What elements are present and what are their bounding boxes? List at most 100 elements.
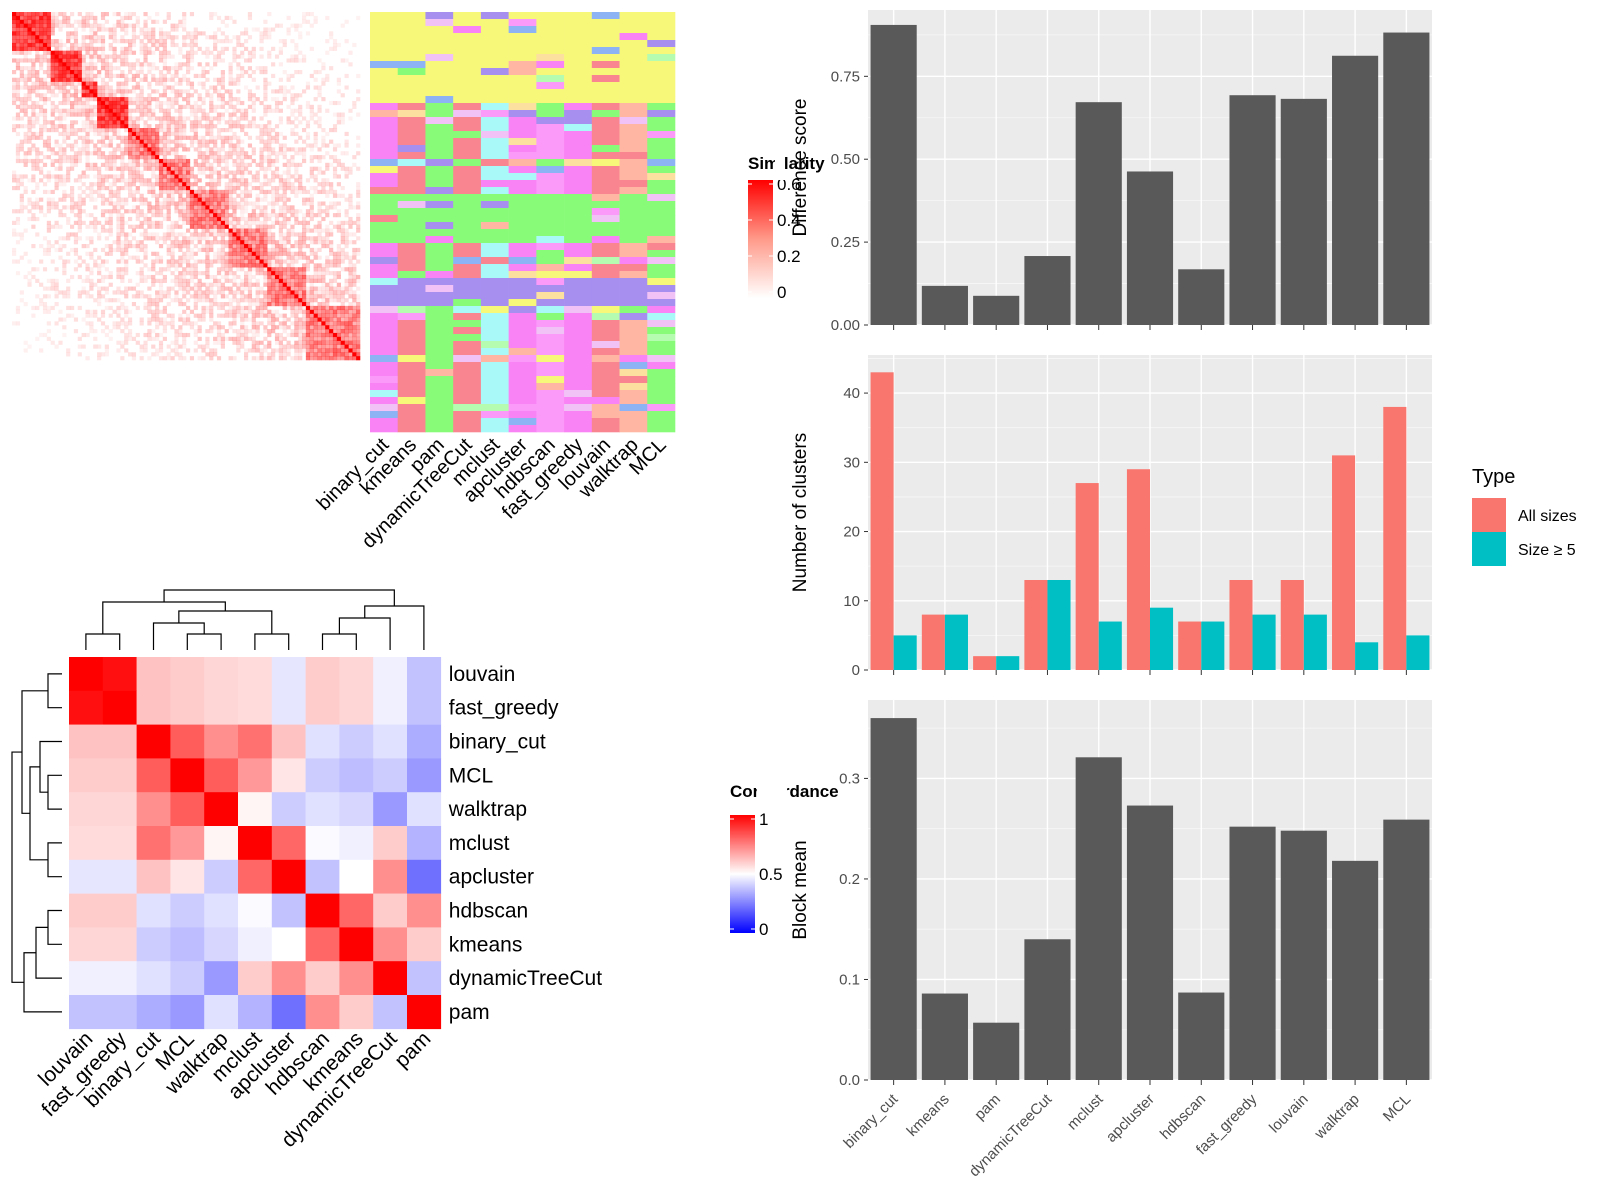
similarity-legend: Similarity 0.60.40.20 — [748, 154, 825, 302]
concordance-cell — [373, 893, 408, 928]
concordance-cell — [238, 826, 273, 861]
concordance-cell — [339, 657, 374, 692]
concordance-cell — [136, 657, 171, 692]
concordance-cell — [271, 657, 306, 692]
concordance-cell — [238, 859, 273, 894]
concordance-cell — [136, 758, 171, 793]
concordance-cell — [170, 893, 205, 928]
row-label-walktrap: walktrap — [448, 798, 527, 821]
legend-key-size-ge-5 — [1472, 532, 1506, 566]
concordance-cell — [339, 792, 374, 827]
bar-fast_greedy — [1229, 826, 1276, 1080]
concordance-cell — [102, 995, 137, 1030]
similarity-legend-tick: 0 — [777, 283, 786, 302]
concordance-cell — [373, 859, 408, 894]
concordance-cell — [204, 995, 239, 1030]
bar-mclust-all-sizes — [1075, 483, 1099, 670]
concordance-cell — [102, 893, 137, 928]
similarity-heatmap — [12, 12, 361, 361]
concordance-legend-tick: 1 — [759, 810, 768, 829]
concordance-cell — [373, 690, 408, 725]
concordance-cell — [170, 859, 205, 894]
row-label-fast_greedy: fast_greedy — [449, 697, 559, 720]
concordance-heatmap — [69, 657, 442, 1030]
bar-fast_greedy-all-sizes — [1229, 580, 1253, 670]
concordance-cell — [136, 792, 171, 827]
x-tick-label-binary_cut: binary_cut — [840, 1090, 902, 1152]
bar-louvain-all-sizes — [1280, 580, 1304, 670]
concordance-cell — [407, 826, 442, 861]
concordance-legend-tick: 0.5 — [759, 865, 783, 884]
bar-dynamicTreeCut — [1024, 256, 1071, 325]
concordance-cell — [407, 995, 442, 1030]
concordance-cell — [238, 724, 273, 759]
similarity-legend-title: Similarity — [748, 154, 825, 173]
concordance-cell — [136, 893, 171, 928]
concordance-cell — [102, 690, 137, 725]
bar-hdbscan — [1178, 269, 1225, 325]
concordance-cell — [102, 724, 137, 759]
concordance-cell — [305, 724, 340, 759]
bar-binary_cut-all-sizes — [870, 372, 894, 670]
bar-apcluster — [1126, 805, 1174, 1080]
y-tick-label: 0.0 — [839, 1072, 860, 1089]
legend-key-all-sizes — [1472, 498, 1506, 532]
bar-hdbscan-size-ge-5 — [1201, 621, 1225, 670]
concordance-cell — [407, 690, 442, 725]
bar-hdbscan — [1178, 992, 1225, 1080]
legend-label-size-ge-5: Size ≥ 5 — [1518, 542, 1576, 559]
bar-mclust — [1075, 102, 1122, 325]
bar-pam-size-ge-5 — [996, 656, 1020, 670]
concordance-cell — [204, 690, 239, 725]
concordance-cell — [271, 792, 306, 827]
concordance-cell — [69, 690, 104, 725]
concordance-cell — [170, 657, 205, 692]
concordance-cell — [339, 995, 374, 1030]
concordance-cell — [339, 859, 374, 894]
concordance-cell — [339, 724, 374, 759]
concordance-cell — [136, 724, 171, 759]
bar-MCL-all-sizes — [1383, 406, 1407, 670]
concordance-cell — [69, 826, 104, 861]
bar-MCL-size-ge-5 — [1406, 635, 1430, 670]
concordance-cell — [305, 859, 340, 894]
concordance-cell — [305, 826, 340, 861]
y-tick-label: 0.50 — [831, 151, 860, 168]
number-of-clusters-chart: 0 10 20 30 40 Number of clusters — [790, 355, 1432, 679]
concordance-cell — [102, 758, 137, 793]
concordance-cell — [170, 792, 205, 827]
bar-mclust-size-ge-5 — [1098, 621, 1122, 670]
concordance-cell — [373, 758, 408, 793]
concordance-cell — [136, 859, 171, 894]
concordance-cell — [373, 792, 408, 827]
bar-binary_cut — [870, 718, 917, 1080]
bar-hdbscan-all-sizes — [1178, 621, 1202, 670]
concordance-cell — [204, 758, 239, 793]
bar-fast_greedy — [1229, 95, 1276, 325]
concordance-cell — [102, 927, 137, 962]
concordance-cell — [69, 927, 104, 962]
concordance-cell — [407, 893, 442, 928]
concordance-cell — [69, 724, 104, 759]
concordance-cell — [170, 927, 205, 962]
concordance-cell — [339, 690, 374, 725]
concordance-cell — [170, 961, 205, 996]
concordance-cell — [204, 961, 239, 996]
bar-kmeans-all-sizes — [921, 614, 945, 670]
y-tick-label: 10 — [843, 593, 860, 610]
y-tick-label: 0.2 — [839, 871, 860, 888]
row-label-MCL: MCL — [449, 764, 493, 787]
row-dendrogram — [11, 673, 62, 1013]
x-tick-label-walktrap: walktrap — [1311, 1091, 1363, 1143]
concordance-legend-tick: 0 — [759, 920, 768, 939]
bar-louvain — [1280, 98, 1327, 325]
bar-louvain-size-ge-5 — [1303, 614, 1327, 670]
x-tick-label-kmeans: kmeans — [904, 1091, 953, 1140]
row-label-kmeans: kmeans — [449, 933, 523, 956]
row-label-apcluster: apcluster — [449, 866, 534, 889]
concordance-cell — [102, 792, 137, 827]
bar-pam — [973, 1022, 1020, 1080]
bar-walktrap — [1332, 860, 1379, 1080]
method-column-labels: binary_cutkmeanspamdynamicTreeCutmclusta… — [313, 434, 671, 553]
